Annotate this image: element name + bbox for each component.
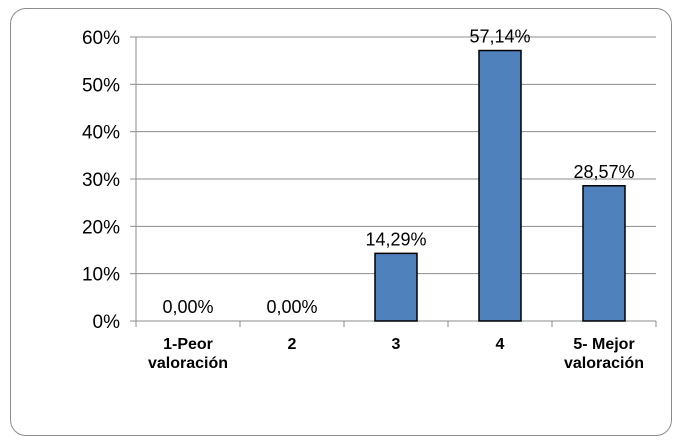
- bar: [478, 49, 522, 322]
- x-category-label-line: valoración: [148, 355, 228, 372]
- chart-frame: [10, 8, 672, 436]
- x-category-label: 1-Peor valoración: [148, 336, 228, 372]
- y-tick-label: 50%: [82, 75, 120, 96]
- data-label: 28,57%: [573, 162, 634, 182]
- x-category-label-line: 5- Mejor: [573, 336, 634, 353]
- x-category-label: 2: [288, 336, 297, 353]
- data-label: 57,14%: [469, 27, 530, 47]
- y-tick-label: 40%: [82, 123, 120, 144]
- y-tick-label: 60%: [82, 28, 120, 49]
- y-tick-label: 10%: [82, 265, 120, 286]
- x-category-label-line: valoración: [564, 355, 644, 372]
- x-category-label: 5- Mejor valoración: [564, 336, 644, 372]
- x-category-label: 4: [496, 336, 505, 353]
- data-label: 0,00%: [266, 297, 317, 317]
- x-category-label-line: 1-Peor: [163, 336, 213, 353]
- x-category-label-line: 2: [288, 336, 297, 353]
- x-category-label: 3: [392, 336, 401, 353]
- x-category-label-line: 3: [392, 336, 401, 353]
- data-label: 14,29%: [365, 229, 426, 249]
- y-tick-label: 0%: [93, 312, 121, 333]
- data-label: 0,00%: [162, 297, 213, 317]
- bar: [374, 252, 418, 322]
- x-category-label-line: 4: [496, 336, 505, 353]
- y-tick-label: 30%: [82, 170, 120, 191]
- y-tick-label: 20%: [82, 217, 120, 238]
- bar: [582, 185, 626, 322]
